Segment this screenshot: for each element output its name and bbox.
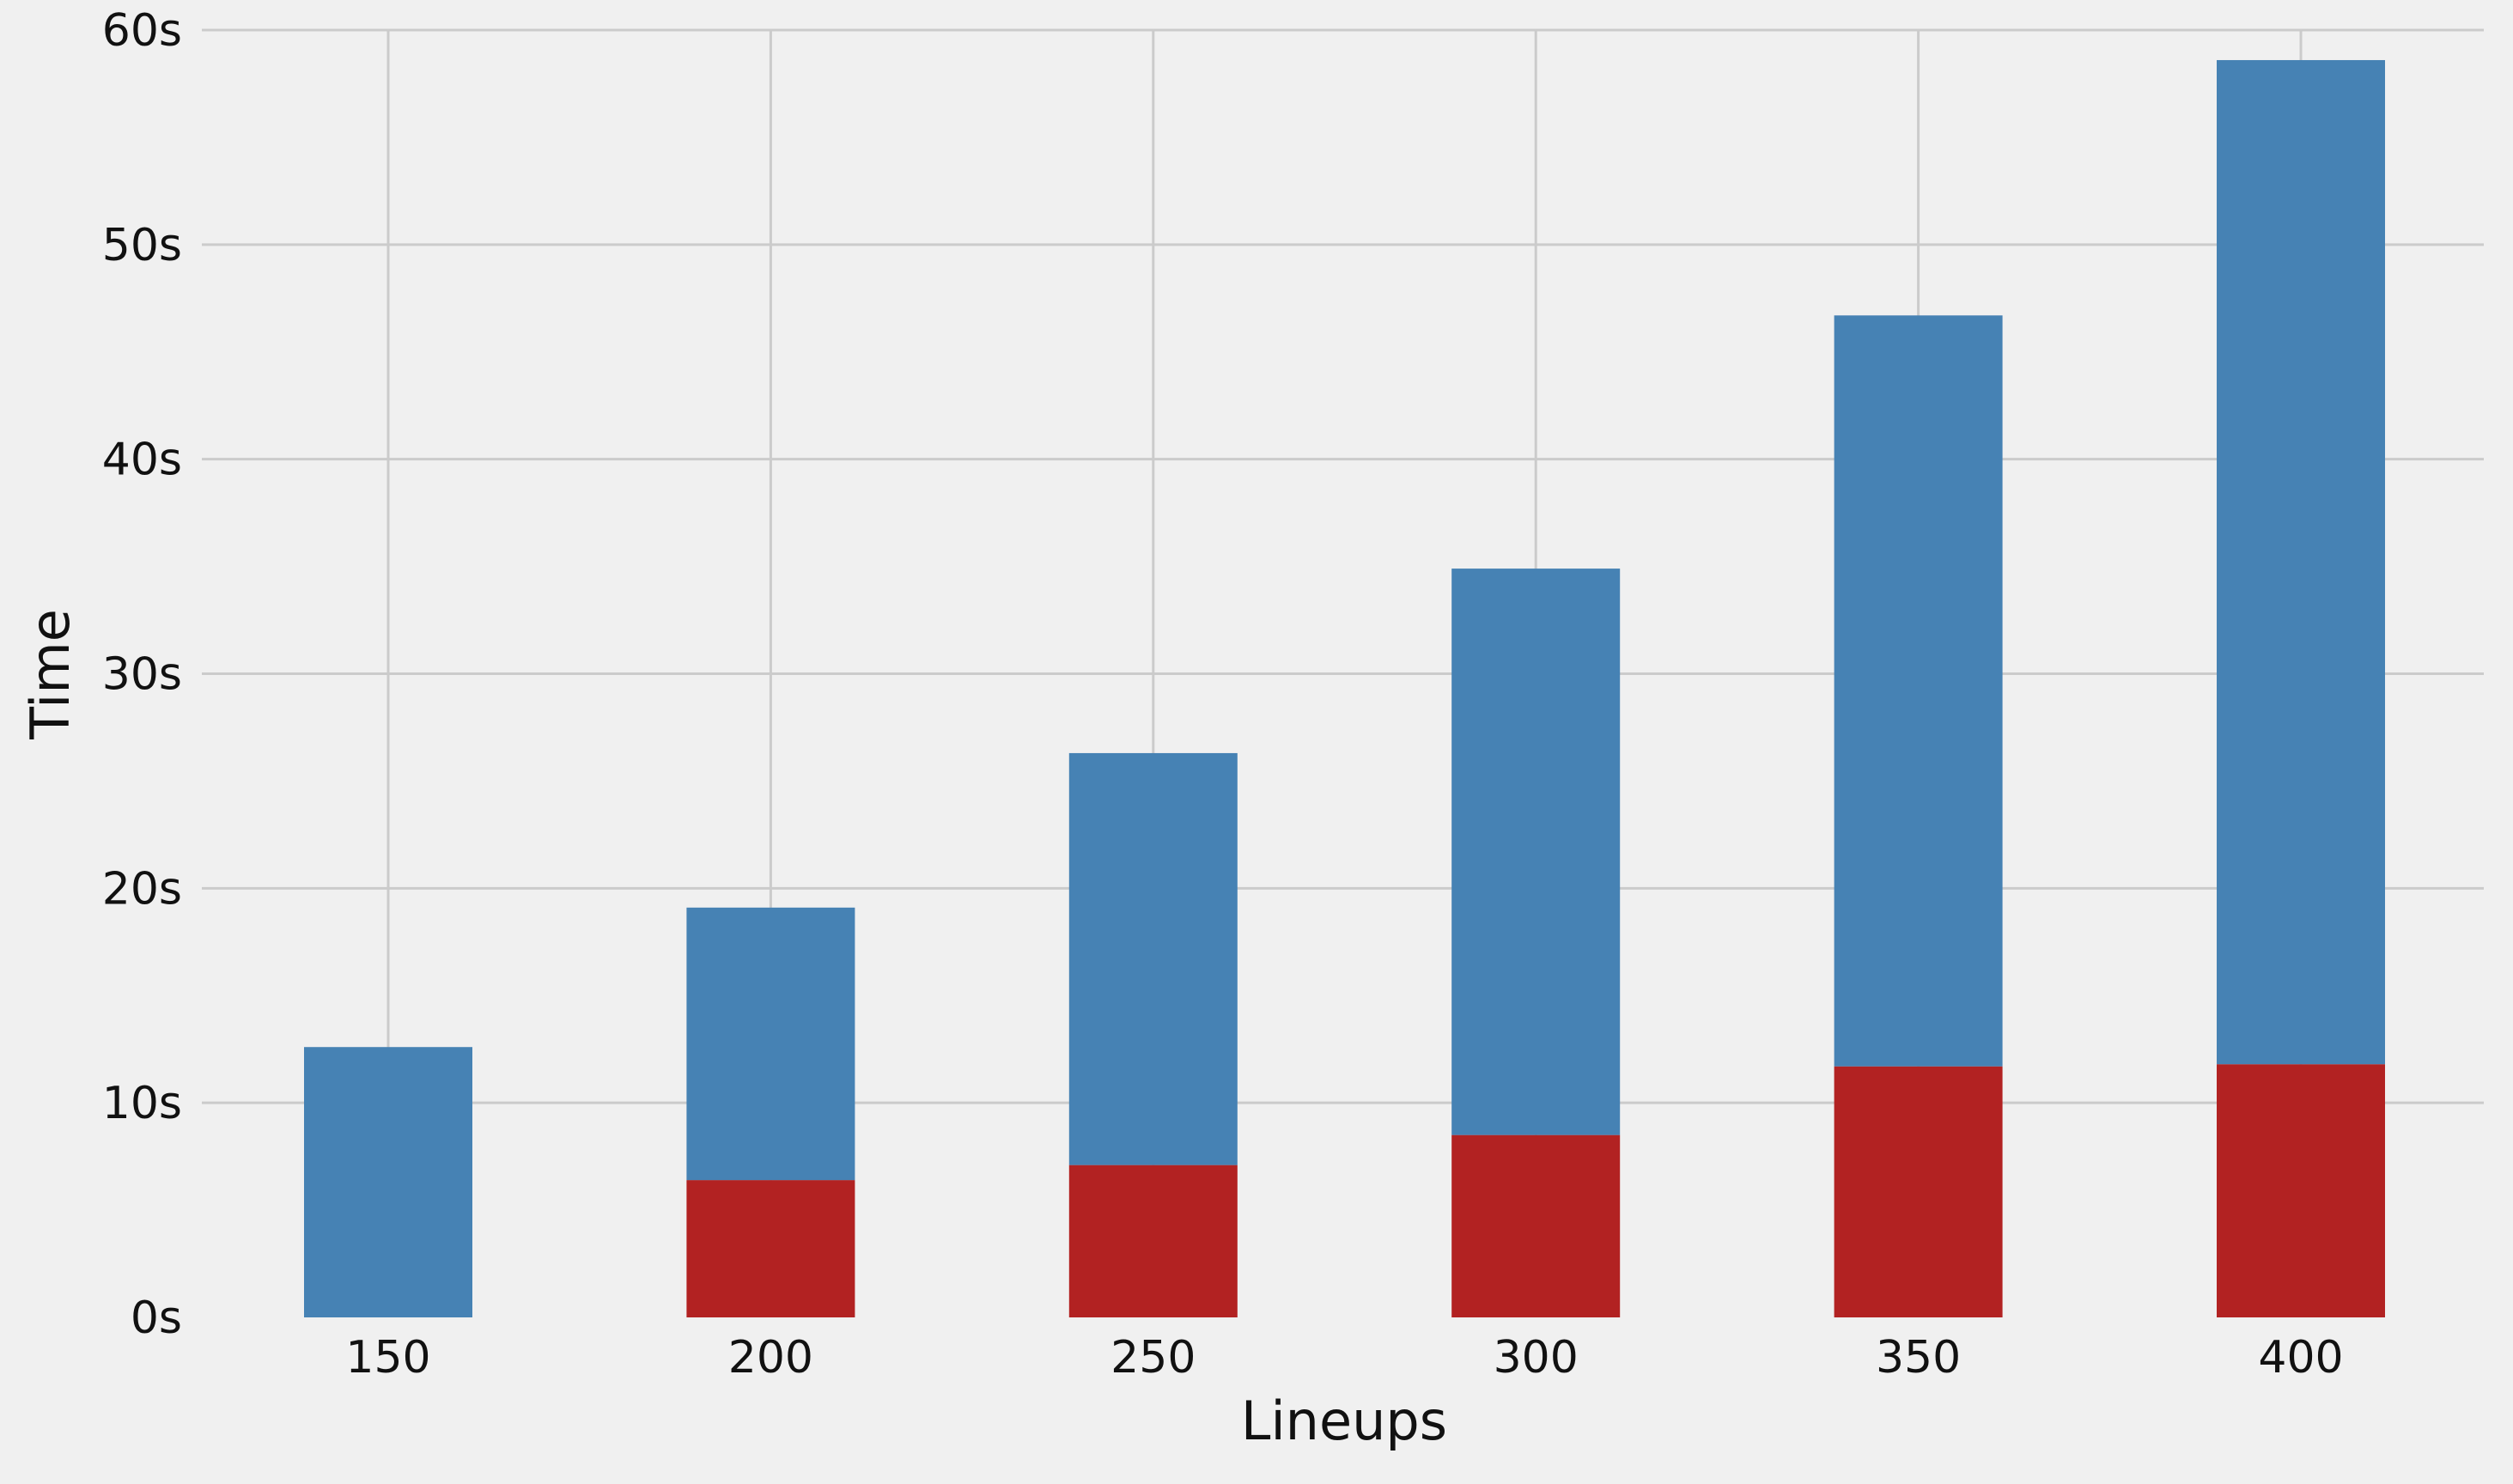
bar-segment-series-1 [686,1180,855,1317]
x-tick-label: 350 [1876,1332,1961,1384]
bar-segment-series-2 [2217,59,2385,1065]
y-tick-label: 30s [102,649,182,701]
grid-layer [202,28,2484,1317]
y-tick-label: 60s [102,5,182,57]
bar-segment-series-2 [686,907,855,1181]
bar-segment-series-1 [1451,1134,1621,1317]
tick-layer: 0s 10s 20s 30s 40s 50s 60s 150 200 250 300 350 400 [102,5,2344,1384]
x-tick-label: 400 [2258,1332,2343,1384]
x-tick-label: 250 [1110,1332,1196,1384]
bar-segment-series-2 [304,1047,472,1317]
y-axis-label: Time [19,609,82,740]
bar-segment-series-1 [1068,1165,1238,1317]
y-tick-label: 40s [102,435,182,486]
y-tick-label: 0s [131,1292,182,1344]
x-axis-label: Lineups [1241,1390,1447,1452]
x-tick-label: 200 [728,1332,813,1384]
y-tick-label: 20s [102,863,182,915]
bar-segment-series-2 [1068,752,1238,1165]
x-tick-label: 150 [345,1332,430,1384]
bar-segment-series-2 [1451,569,1621,1135]
bar-segment-series-1 [2217,1064,2385,1317]
bar-layer [304,59,2385,1317]
y-tick-label: 10s [102,1078,182,1129]
bar-segment-series-2 [1834,315,2003,1067]
y-tick-label: 50s [102,220,182,271]
x-tick-label: 300 [1494,1332,1579,1384]
bar-segment-series-1 [1834,1066,2003,1317]
